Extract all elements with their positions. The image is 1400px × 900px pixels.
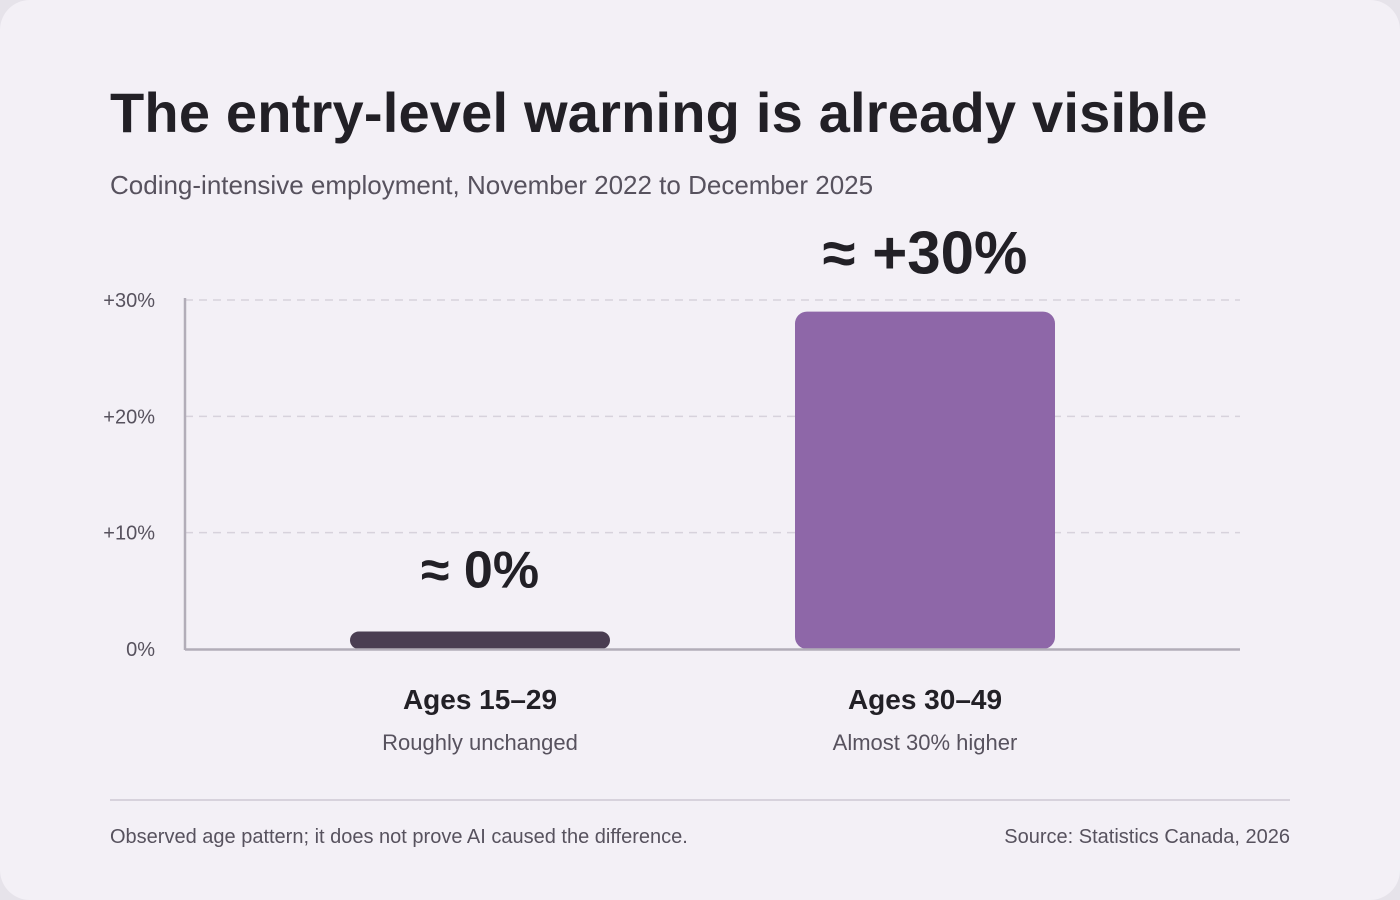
- bar-ages-30-49: [795, 311, 1055, 649]
- chart-subtitle: Coding-intensive employment, November 20…: [110, 170, 874, 200]
- y-tick-label: +10%: [103, 523, 155, 545]
- data-label: ≈ 0%: [421, 542, 539, 600]
- y-tick-label: 0%: [126, 639, 155, 661]
- chart-title: The entry-level warning is already visib…: [110, 81, 1208, 144]
- data-label: ≈ +30%: [823, 220, 1028, 287]
- category-note: Roughly unchanged: [382, 730, 578, 755]
- x-tick-label: Ages 15–29: [403, 684, 557, 715]
- y-tick-label: +20%: [103, 406, 155, 428]
- category-note: Almost 30% higher: [833, 730, 1018, 755]
- source-note: Source: Statistics Canada, 2026: [1004, 826, 1290, 848]
- footer-divider: [110, 799, 1290, 801]
- y-tick-label: +30%: [103, 290, 155, 312]
- x-tick-label: Ages 30–49: [848, 684, 1002, 715]
- footnote: Observed age pattern; it does not prove …: [110, 826, 688, 848]
- bar-ages-15-29: [350, 631, 610, 649]
